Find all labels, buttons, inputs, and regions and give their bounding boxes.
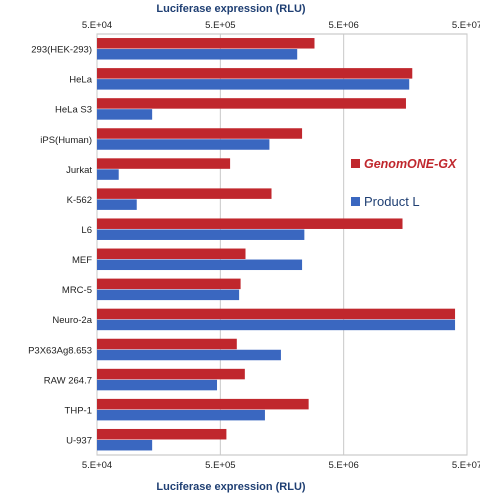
category-label: Jurkat bbox=[66, 165, 92, 176]
category-label: L6 bbox=[81, 225, 92, 236]
bar-product-l-thp-1 bbox=[97, 409, 265, 421]
bar-product-l-raw-264-7 bbox=[97, 379, 218, 391]
x-tick-label-bottom: 5.E+07 bbox=[452, 460, 480, 471]
bar-genomone-gx-mrc-5 bbox=[97, 278, 241, 290]
category-label: MRC-5 bbox=[62, 285, 92, 296]
legend: GenomONE-GX Product L bbox=[351, 157, 457, 209]
legend-label-genomone-gx: GenomONE-GX bbox=[364, 157, 457, 171]
bar-product-l-p3x63ag8-653 bbox=[97, 349, 281, 361]
x-tick-label-top: 5.E+05 bbox=[205, 20, 235, 31]
tick-labels: 5.E+04 5.E+04 5.E+05 5.E+05 5.E+06 5.E+06 5.E+… bbox=[82, 20, 480, 471]
bar-product-l-jurkat bbox=[97, 169, 119, 180]
bar-product-l-mrc-5 bbox=[97, 289, 240, 301]
x-tick-label-bottom: 5.E+05 bbox=[205, 460, 235, 471]
bar-genomone-gx-thp-1 bbox=[97, 398, 309, 410]
bar-product-l-ips-human bbox=[97, 139, 270, 150]
bar-genomone-gx-mef bbox=[97, 248, 246, 260]
category-label: RAW 264.7 bbox=[44, 375, 92, 386]
legend-swatch-product-l bbox=[351, 197, 360, 206]
bar-product-l-hela bbox=[97, 79, 410, 90]
x-tick-label-bottom: 5.E+04 bbox=[82, 460, 112, 471]
bar-genomone-gx-raw-264-7 bbox=[97, 368, 245, 380]
category-label: 293(HEK-293) bbox=[31, 45, 92, 56]
bar-product-l-293-hek-293 bbox=[97, 49, 298, 60]
bar-genomone-gx-jurkat bbox=[97, 158, 231, 169]
category-labels: 293(HEK-293) HeLa HeLa S3 iPS(Human) Jurkat K… bbox=[28, 45, 93, 447]
bar-genomone-gx-k-562 bbox=[97, 188, 272, 199]
category-label: MEF bbox=[72, 255, 92, 266]
bar-product-l-mef bbox=[97, 259, 303, 271]
category-label: Neuro-2a bbox=[52, 315, 92, 326]
bar-product-l-u-937 bbox=[97, 439, 153, 451]
x-tick-label-top: 5.E+07 bbox=[452, 20, 480, 31]
category-label: HeLa bbox=[69, 75, 92, 86]
bar-genomone-gx-l6 bbox=[97, 218, 403, 229]
bar-product-l-neuro-2a bbox=[97, 319, 456, 331]
bar-product-l-hela-s3 bbox=[97, 109, 153, 120]
bar-genomone-gx-u-937 bbox=[97, 428, 227, 440]
plot-area bbox=[96, 33, 468, 456]
bar-product-l-l6 bbox=[97, 229, 305, 240]
category-label: P3X63Ag8.653 bbox=[28, 345, 92, 356]
bar-genomone-gx-293-hek-293 bbox=[97, 38, 315, 49]
x-tick-label-bottom: 5.E+06 bbox=[328, 460, 358, 471]
legend-swatch-genomone-gx bbox=[351, 159, 360, 168]
x-axis-title-bottom: Luciferase expression (RLU) bbox=[156, 481, 305, 493]
x-tick-label-top: 5.E+04 bbox=[82, 20, 112, 31]
bar-genomone-gx-ips-human bbox=[97, 128, 303, 139]
x-axis-title-top: Luciferase expression (RLU) bbox=[156, 3, 305, 15]
category-label: iPS(Human) bbox=[40, 135, 92, 146]
bar-genomone-gx-hela bbox=[97, 68, 413, 79]
bar-genomone-gx-p3x63ag8-653 bbox=[97, 338, 237, 350]
bar-genomone-gx-neuro-2a bbox=[97, 308, 456, 320]
legend-label-product-l: Product L bbox=[364, 194, 420, 209]
category-label: K-562 bbox=[67, 195, 92, 206]
bar-product-l-k-562 bbox=[97, 199, 137, 210]
x-tick-label-top: 5.E+06 bbox=[328, 20, 358, 31]
bars bbox=[97, 38, 456, 451]
bar-genomone-gx-hela-s3 bbox=[97, 98, 406, 109]
category-label: THP-1 bbox=[65, 405, 92, 416]
category-label: U-937 bbox=[66, 435, 92, 446]
category-label: HeLa S3 bbox=[55, 105, 92, 116]
